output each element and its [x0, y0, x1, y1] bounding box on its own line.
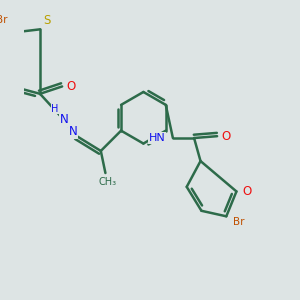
Text: Br: Br	[233, 217, 245, 227]
Text: H: H	[51, 103, 59, 114]
Text: O: O	[242, 185, 251, 198]
Text: CH₃: CH₃	[98, 177, 116, 187]
Text: N: N	[69, 125, 78, 138]
Text: Br: Br	[0, 15, 7, 25]
Text: O: O	[67, 80, 76, 93]
Text: O: O	[222, 130, 231, 143]
Text: N: N	[60, 113, 68, 126]
Text: HN: HN	[149, 133, 166, 143]
Text: S: S	[44, 14, 51, 27]
